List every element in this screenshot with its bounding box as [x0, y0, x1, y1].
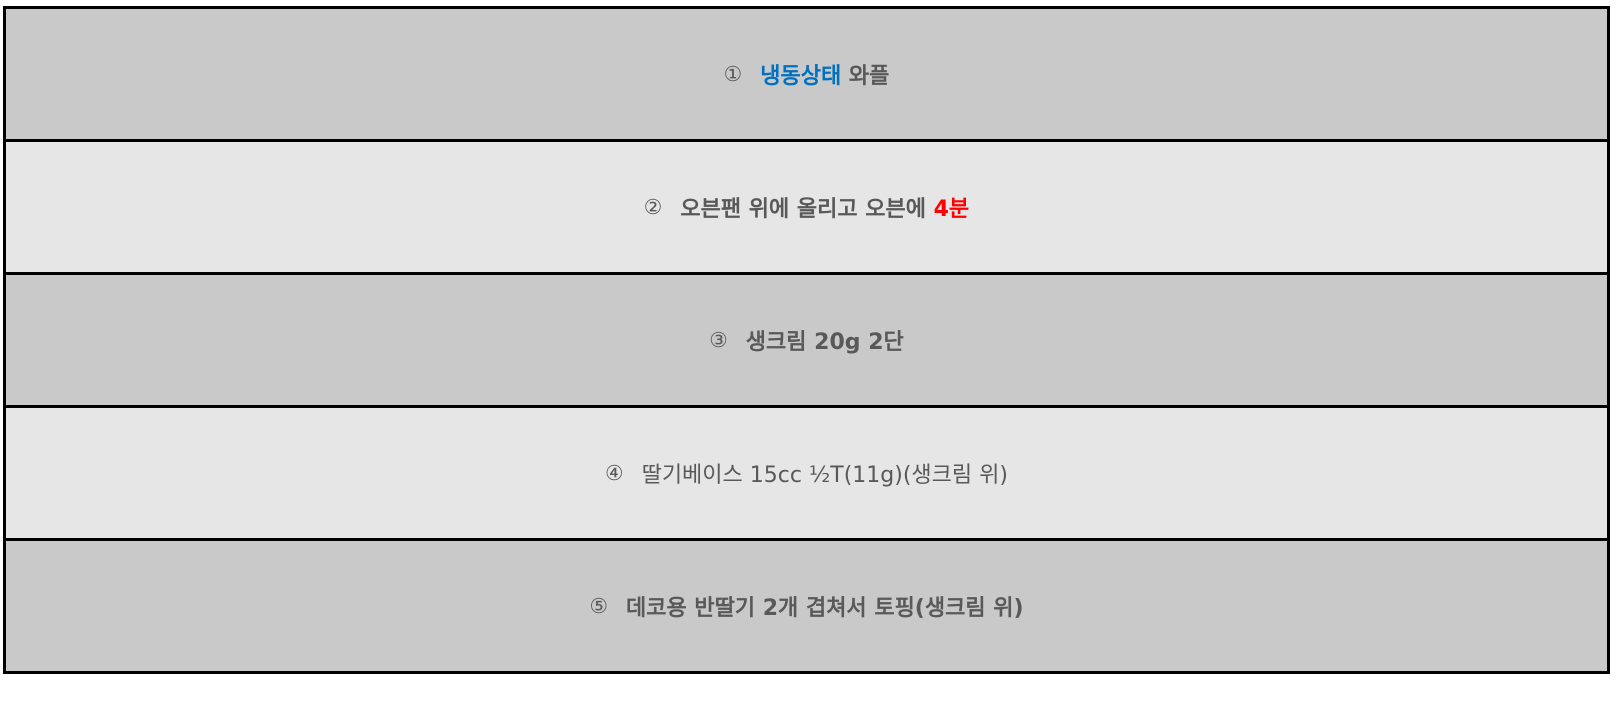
step-row-3: ③ 생크림 20g 2단: [6, 272, 1607, 405]
step-text-highlight: 4분: [933, 197, 970, 222]
step-text: 딸기베이스 15cc ½T(11g)(생크림 위): [641, 463, 1008, 488]
step-text-highlight: 냉동상태: [760, 64, 842, 89]
step-row-2: ② 오븐팬 위에 올리고 오븐에 4분: [6, 139, 1607, 272]
step-number: ②: [643, 195, 663, 219]
step-number: ③: [709, 328, 728, 352]
step-row-4: ④ 딸기베이스 15cc ½T(11g)(생크림 위): [6, 405, 1607, 538]
step-text: 오븐팬 위에 올리고 오븐에: [680, 197, 934, 222]
step-text: 와플: [841, 64, 890, 89]
step-row-5: ⑤ 데코용 반딸기 2개 겹쳐서 토핑(생크림 위): [6, 538, 1607, 671]
step-text: 데코용 반딸기 2개 겹쳐서 토핑(생크림 위): [625, 596, 1024, 621]
step-number: ⑤: [589, 594, 608, 618]
step-text: 생크림 20g 2단: [745, 330, 904, 355]
step-number: ①: [723, 62, 743, 86]
step-row-1: ① 냉동상태 와플: [6, 9, 1607, 139]
recipe-steps-table: ① 냉동상태 와플 ② 오븐팬 위에 올리고 오븐에 4분 ③ 생크림 20g …: [3, 6, 1610, 674]
step-number: ④: [605, 461, 624, 485]
